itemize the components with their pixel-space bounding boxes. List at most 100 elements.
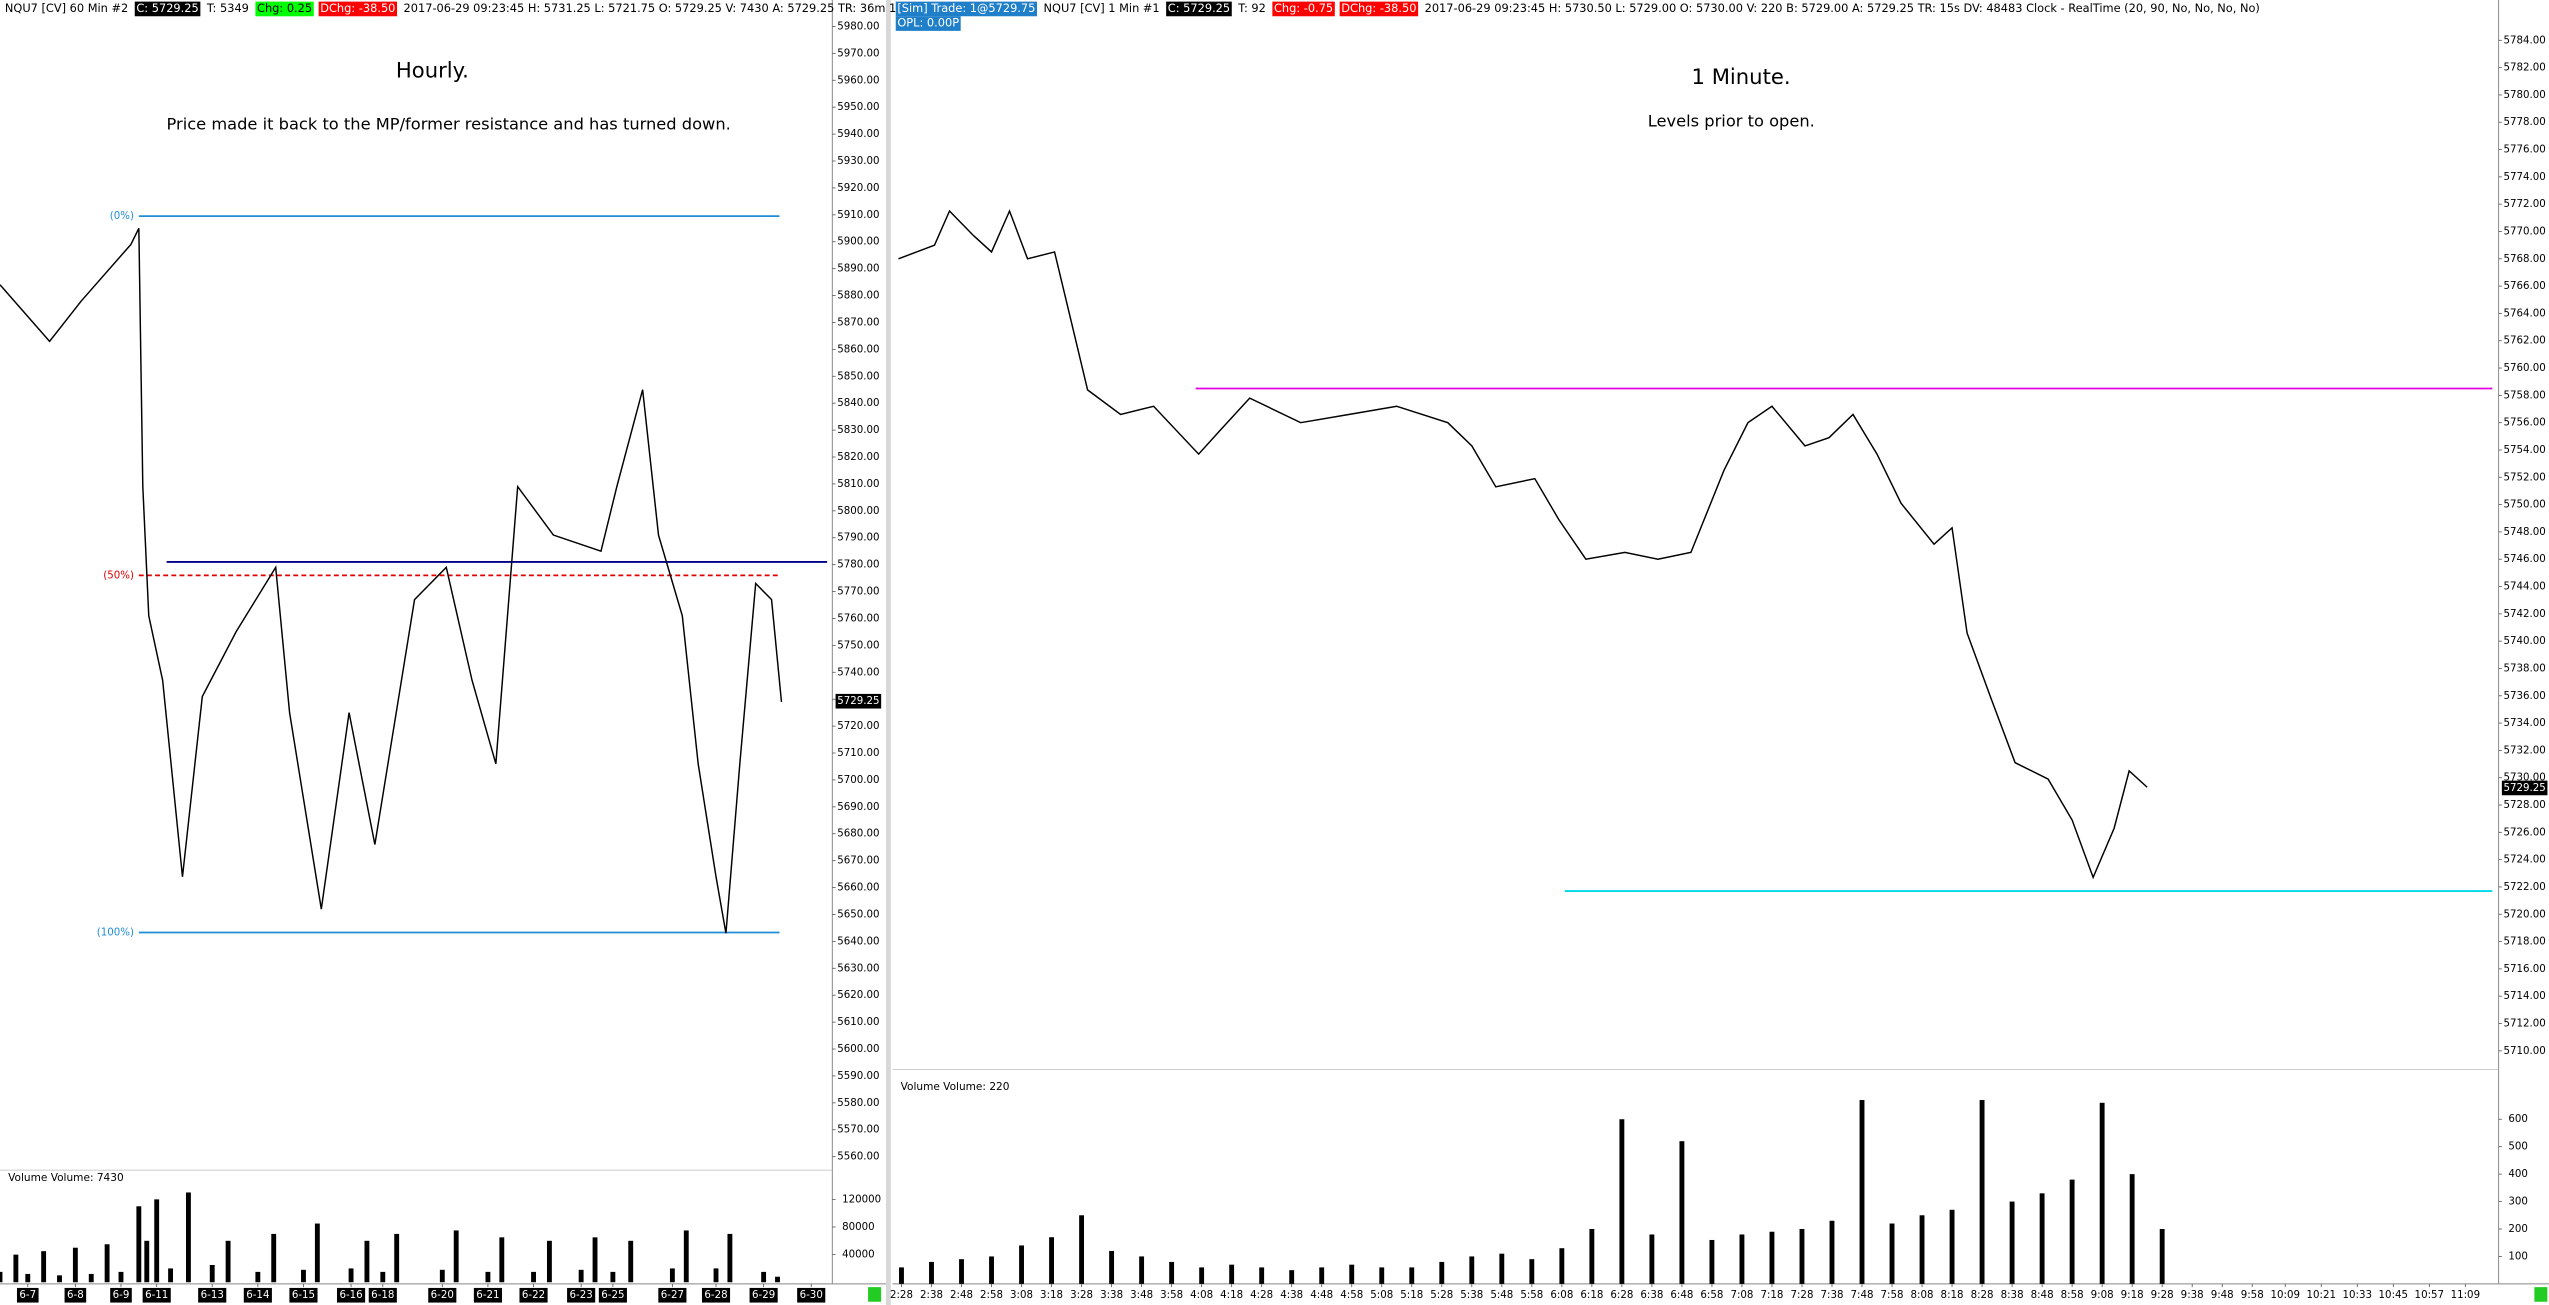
x-tick-label: 10:33 xyxy=(2343,1289,2373,1301)
y-tick-label: 5734.00 xyxy=(2503,717,2545,729)
x-tick-label: 4:58 xyxy=(1340,1289,1363,1301)
y-tick-label: 5570.00 xyxy=(837,1124,879,1136)
x-tick-label: 6-29 xyxy=(752,1289,775,1301)
x-tick-label: 7:28 xyxy=(1790,1289,1813,1301)
x-tick-label: 6:18 xyxy=(1580,1289,1603,1301)
x-tick-label: 6-27 xyxy=(661,1289,684,1301)
y-tick-label: 5752.00 xyxy=(2503,471,2545,483)
y-tick-label: 5700.00 xyxy=(837,774,879,786)
y-tick-label: 5732.00 xyxy=(2503,744,2545,756)
x-tick-label: 8:48 xyxy=(2031,1289,2054,1301)
x-tick-label: 8:08 xyxy=(1911,1289,1934,1301)
x-tick-label: 9:38 xyxy=(2181,1289,2204,1301)
x-tick-label: 6-28 xyxy=(704,1289,727,1301)
x-tick-label-bg xyxy=(368,1287,397,1303)
volume-bar xyxy=(628,1240,634,1283)
x-tick-label: 11:09 xyxy=(2451,1289,2481,1301)
volume-bar xyxy=(1079,1215,1085,1284)
x-tick-label-bg xyxy=(243,1287,272,1303)
y-tick-label: 5630.00 xyxy=(837,962,879,974)
y-tick-label: 5750.00 xyxy=(2503,499,2545,511)
y-tick-label: 5748.00 xyxy=(2503,526,2545,538)
volume-bar xyxy=(2159,1228,2165,1284)
volume-bar xyxy=(1289,1270,1295,1284)
y-tick-label: 5910.00 xyxy=(837,209,879,221)
volume-tick-label: 500 xyxy=(2508,1141,2528,1153)
volume-bar xyxy=(314,1223,320,1283)
volume-bar xyxy=(1499,1253,1505,1284)
y-tick-label: 5580.00 xyxy=(837,1097,879,1109)
volume-bar xyxy=(1949,1209,1955,1284)
x-tick-label: 3:58 xyxy=(1160,1289,1183,1301)
x-tick-label-bg xyxy=(428,1287,457,1303)
y-tick-label: 5724.00 xyxy=(2503,854,2545,866)
y-tick-label: 5880.00 xyxy=(837,290,879,302)
y-tick-label: 5980.00 xyxy=(837,20,879,32)
volume-bar xyxy=(13,1254,19,1283)
y-tick-label: 5690.00 xyxy=(837,801,879,813)
volume-bar xyxy=(1559,1248,1565,1284)
volume-bar xyxy=(2039,1193,2045,1284)
volume-label: Volume Volume: 220 xyxy=(901,1081,1010,1093)
x-tick-label: 7:48 xyxy=(1851,1289,1874,1301)
x-tick-label: 6-7 xyxy=(19,1289,36,1301)
volume-tick-label: 100 xyxy=(2508,1250,2528,1262)
y-tick-label: 5720.00 xyxy=(2503,908,2545,920)
y-tick-label: 5740.00 xyxy=(837,666,879,678)
x-tick-label: 7:58 xyxy=(1881,1289,1904,1301)
x-tick-label: 7:38 xyxy=(1820,1289,1843,1301)
header-field: NQU7 [CV] 1 Min #1 xyxy=(1044,1,1160,15)
y-tick-label: 5870.00 xyxy=(837,316,879,328)
x-tick-label: 9:18 xyxy=(2121,1289,2144,1301)
y-tick-label: 5620.00 xyxy=(837,989,879,1001)
volume-bar xyxy=(485,1271,491,1283)
y-tick-label: 5770.00 xyxy=(837,586,879,598)
y-tick-label: 5720.00 xyxy=(837,720,879,732)
x-tick-label: 6:08 xyxy=(1550,1289,1573,1301)
volume-bar xyxy=(1409,1267,1415,1284)
y-tick-label: 5590.00 xyxy=(837,1070,879,1082)
x-tick-label: 6-21 xyxy=(476,1289,499,1301)
x-tick-label: 3:48 xyxy=(1130,1289,1153,1301)
y-tick-label: 5860.00 xyxy=(837,343,879,355)
x-tick-label: 6-25 xyxy=(601,1289,624,1301)
header-field-bg xyxy=(1272,1,1335,17)
x-tick-label: 4:08 xyxy=(1190,1289,1213,1301)
level-label: (0%) xyxy=(110,210,134,222)
y-tick-label: 5970.00 xyxy=(837,47,879,59)
volume-bar xyxy=(669,1268,675,1283)
x-tick-label: 4:28 xyxy=(1250,1289,1273,1301)
y-tick-label: 5744.00 xyxy=(2503,581,2545,593)
volume-bar xyxy=(144,1240,150,1283)
header-field: 2017-06-29 09:23:45 H: 5731.25 L: 5721.7… xyxy=(404,1,910,15)
x-tick-label: 8:58 xyxy=(2061,1289,2084,1301)
y-tick-label: 5778.00 xyxy=(2503,116,2545,128)
header-field: C: 5729.25 xyxy=(1168,1,1230,15)
x-tick-label-bg xyxy=(64,1287,87,1303)
volume-bar xyxy=(959,1259,964,1284)
x-tick-label: 8:18 xyxy=(1941,1289,1964,1301)
volume-bar xyxy=(531,1271,536,1283)
header-field-bg xyxy=(895,16,961,31)
volume-bar xyxy=(1889,1223,1895,1284)
volume-bar xyxy=(1169,1261,1175,1284)
last-price-bg xyxy=(835,693,882,709)
volume-bar xyxy=(185,1192,191,1283)
volume-bar xyxy=(713,1268,719,1283)
y-tick-label: 5756.00 xyxy=(2503,417,2545,429)
header-field-bg xyxy=(134,1,201,17)
x-tick-label: 10:21 xyxy=(2307,1289,2337,1301)
volume-bar xyxy=(1829,1220,1835,1284)
last-price-label: 5729.25 xyxy=(837,695,879,707)
volume-bar xyxy=(168,1268,174,1283)
volume-bar xyxy=(1739,1234,1745,1284)
header-field-bg xyxy=(1339,1,1419,17)
volume-bar xyxy=(439,1269,445,1283)
volume-bar xyxy=(271,1233,277,1283)
x-tick-label-bg xyxy=(289,1287,318,1303)
volume-tick-label: 120000 xyxy=(842,1193,881,1205)
x-tick-label: 6-13 xyxy=(201,1289,224,1301)
volume-bar xyxy=(364,1240,370,1283)
volume-bar xyxy=(499,1237,505,1283)
